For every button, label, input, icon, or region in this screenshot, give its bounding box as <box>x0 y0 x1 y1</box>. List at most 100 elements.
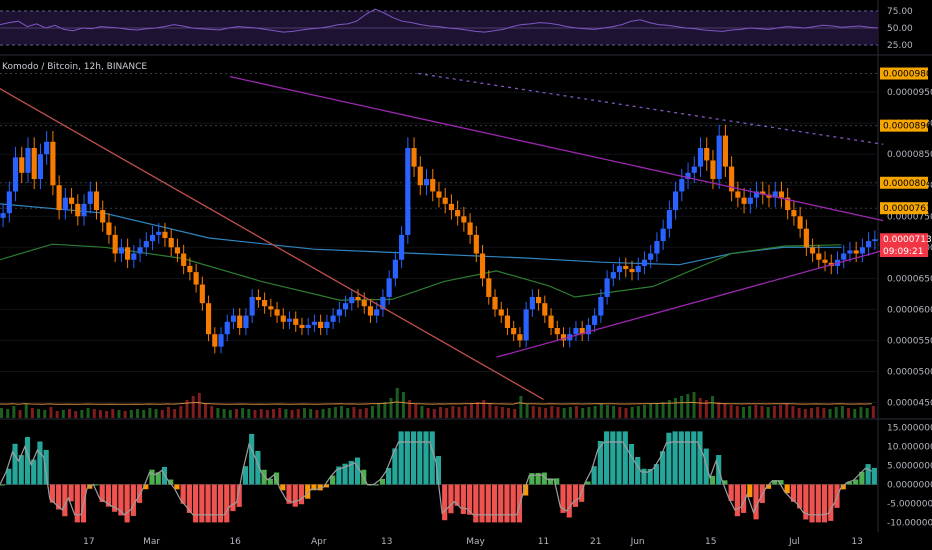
volume-bar <box>507 408 511 418</box>
osc-histogram-bar <box>130 484 136 516</box>
osc-histogram-bar <box>323 484 329 488</box>
candle-body <box>610 272 616 279</box>
candle-body <box>479 253 486 279</box>
osc-histogram-bar <box>62 484 68 517</box>
volume-bar <box>420 406 424 418</box>
volume-bar <box>340 406 344 418</box>
candle-body <box>592 315 598 325</box>
volume-bar <box>612 406 616 418</box>
volume-bar <box>290 410 294 418</box>
volume-bar <box>457 407 461 418</box>
osc-tick-label: -10.0000000 <box>887 518 932 528</box>
osc-histogram-bar <box>230 484 236 512</box>
candle-body <box>685 172 691 180</box>
osc-histogram-bar <box>124 484 130 523</box>
candle-body <box>542 303 548 316</box>
volume-bar <box>809 408 813 418</box>
candle-body <box>691 166 697 173</box>
candle-body <box>866 241 872 248</box>
volume-bar <box>655 403 659 418</box>
volume-bar <box>154 409 158 418</box>
volume-bar <box>74 411 78 418</box>
volume-bar <box>680 396 684 418</box>
candle-body <box>772 191 778 198</box>
osc-histogram-bar <box>784 484 790 494</box>
osc-histogram-bar <box>174 484 180 490</box>
volume-bar <box>364 408 368 418</box>
osc-tick-label: 5.0000000 <box>887 462 932 472</box>
time-axis-label: 17 <box>83 537 94 547</box>
osc-histogram-bar <box>180 484 186 504</box>
volume-bar <box>210 406 214 418</box>
rsi-tick-label: 25.00 <box>887 41 913 51</box>
osc-histogram-bar <box>666 432 672 485</box>
candle-body <box>654 241 660 254</box>
time-axis-label: Jul <box>788 537 800 547</box>
candle-body <box>249 296 255 316</box>
candle-body <box>162 231 168 238</box>
osc-histogram-bar <box>31 459 37 485</box>
price-tag-label: 0.0000713 <box>883 235 932 245</box>
candle-body <box>704 148 710 161</box>
candle-body <box>81 203 87 217</box>
osc-histogram-bar <box>846 482 853 485</box>
volume-bar <box>6 409 10 418</box>
candle-body <box>411 148 417 167</box>
volume-bar <box>408 400 412 418</box>
volume-bar <box>278 408 282 418</box>
osc-histogram-bar <box>74 484 80 523</box>
osc-histogram-bar <box>18 455 24 485</box>
osc-histogram-bar <box>815 484 821 523</box>
candle-body <box>430 179 436 192</box>
osc-histogram-bar <box>37 441 43 485</box>
osc-histogram-bar <box>143 484 149 490</box>
candle-body <box>243 315 249 328</box>
volume-bar <box>581 408 585 418</box>
candle-body <box>392 259 398 279</box>
candle-body <box>44 141 50 155</box>
volume-bar <box>30 408 34 418</box>
candle-body <box>125 247 131 260</box>
volume-bar <box>673 398 677 418</box>
price-tick-label: 0.0000650 <box>887 274 932 284</box>
candle-body <box>847 250 853 254</box>
volume-bar <box>692 392 696 418</box>
ma-slow-line <box>0 243 842 301</box>
osc-histogram-bar <box>753 484 759 520</box>
volume-bar <box>68 409 72 418</box>
trendline <box>496 249 884 358</box>
volume-bar <box>667 400 671 418</box>
volume-bar <box>432 409 436 418</box>
osc-tick-label: 15.0000000 <box>887 424 932 434</box>
volume-bar <box>785 404 789 418</box>
osc-histogram-bar <box>118 484 124 516</box>
volume-bar <box>37 409 41 418</box>
volume-bar <box>816 407 820 418</box>
volume-bar <box>80 410 84 418</box>
osc-histogram-bar <box>43 449 49 485</box>
osc-histogram-bar <box>217 484 224 523</box>
volume-bar <box>123 411 127 418</box>
volume-bar <box>160 410 164 418</box>
osc-tick-label: -5.0000000 <box>887 499 932 509</box>
osc-histogram-bar <box>112 484 118 512</box>
candle-body <box>679 179 685 192</box>
candle-body <box>37 154 44 180</box>
osc-histogram-bar <box>641 468 647 485</box>
osc-histogram-bar <box>398 431 404 485</box>
osc-histogram-bar <box>354 457 361 485</box>
osc-histogram-bar <box>741 484 747 513</box>
candle-body <box>168 238 174 248</box>
volume-bar <box>630 407 634 418</box>
osc-histogram-bar <box>99 484 105 502</box>
osc-histogram-bar <box>105 484 112 507</box>
volume-bar <box>488 403 492 418</box>
osc-histogram-bar <box>803 484 809 520</box>
osc-histogram-bar <box>193 484 199 523</box>
volume-bar <box>698 398 702 418</box>
volume-bar <box>741 407 745 418</box>
candle-body <box>803 228 809 248</box>
osc-histogram-bar <box>709 475 716 485</box>
osc-tick-label: 0.0000000 <box>887 480 932 490</box>
